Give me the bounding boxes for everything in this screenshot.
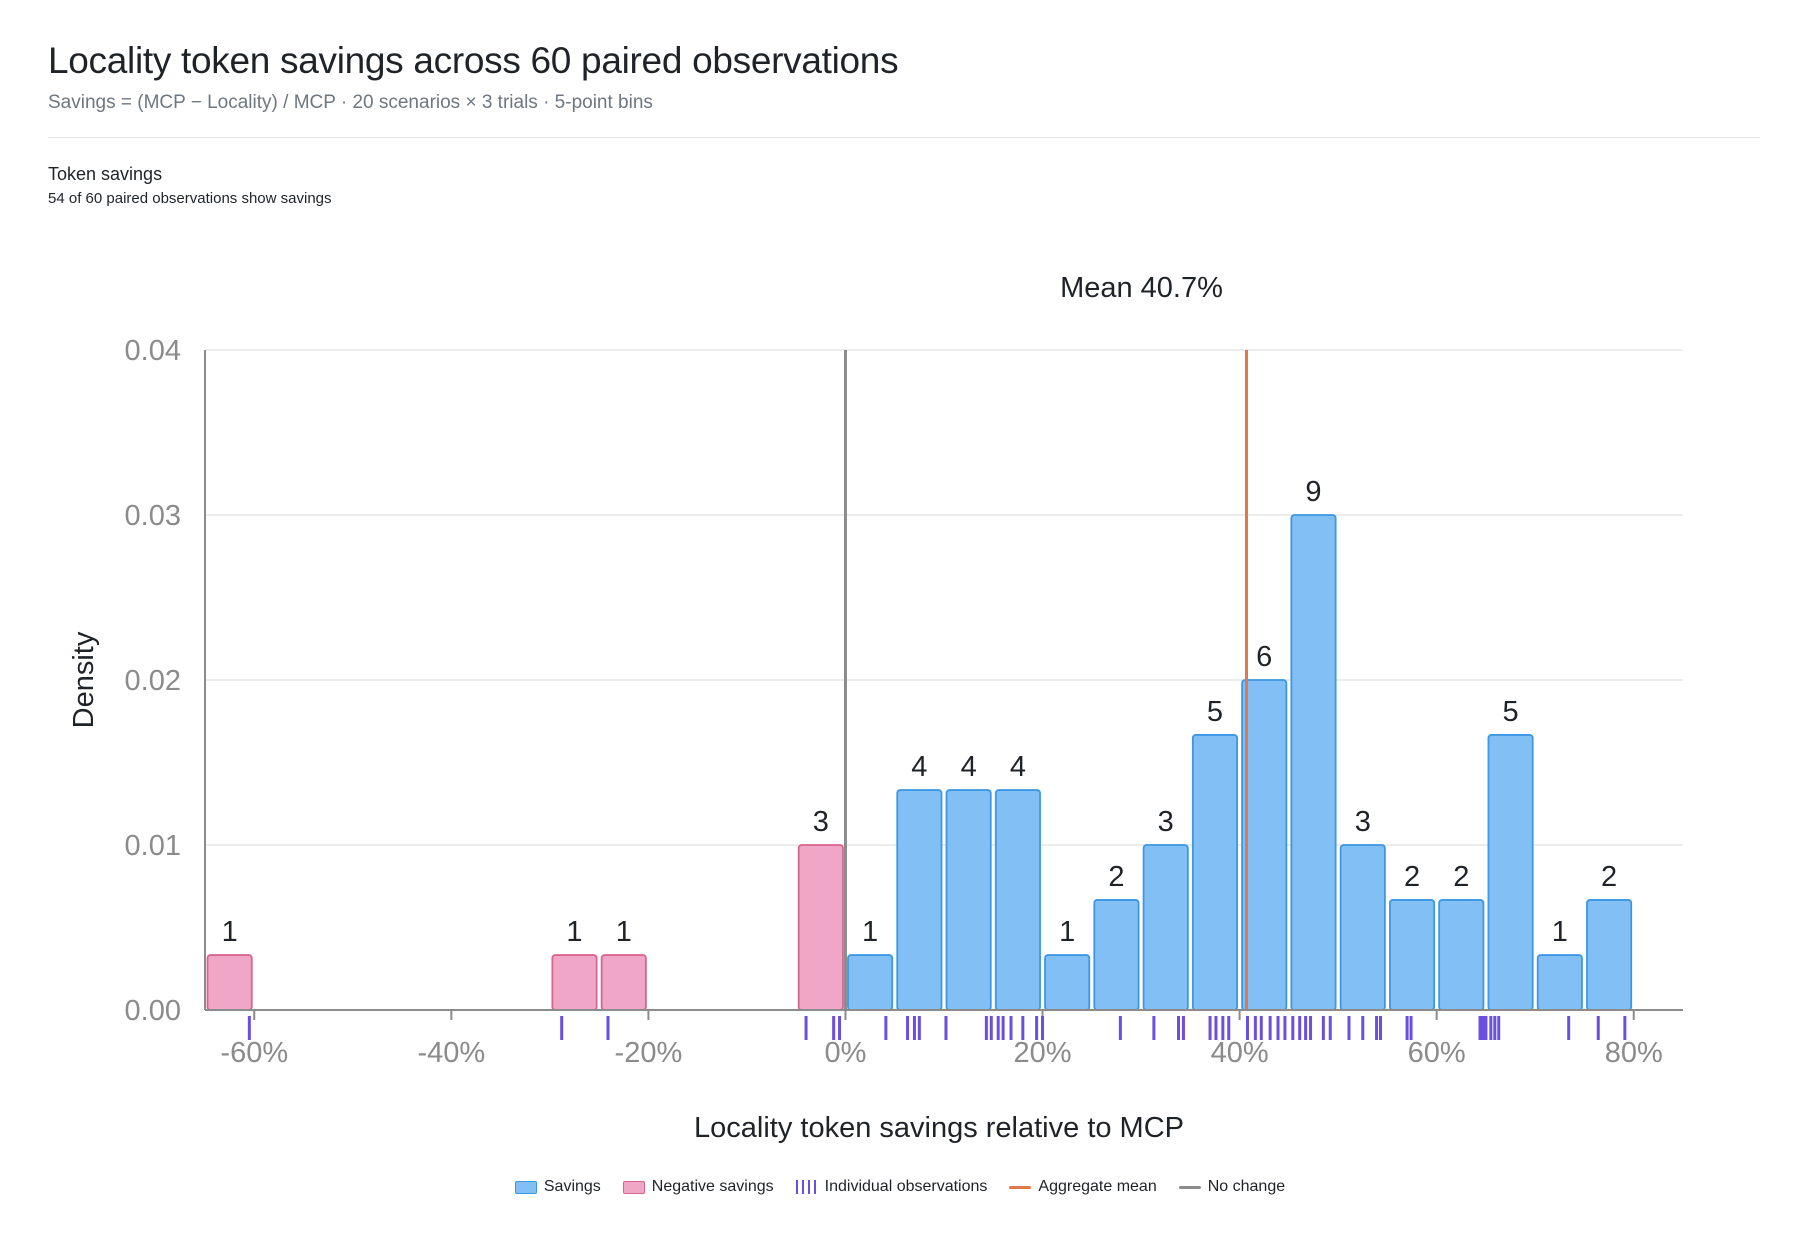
savings-bar: [1044, 954, 1091, 1011]
y-tick-label: 0.02: [125, 665, 181, 697]
legend-item-no-change[interactable]: No change: [1178, 1178, 1286, 1196]
chart-legend: Savings Negative savings Individual obse…: [0, 1178, 1800, 1196]
density-histogram-chart: 0.00 0.01 0.02 0.03 0.04 1 1 1 3 1 4 4 4 1 2 3 5 6 9 3 2 2 5 1 2…: [68, 272, 1683, 1144]
bar-count-label: 4: [911, 751, 927, 783]
savings-bar: [896, 789, 943, 1011]
savings-bar: [1586, 899, 1633, 1011]
x-tick-label: 80%: [1605, 1037, 1663, 1069]
y-tick-label: 0.04: [125, 335, 181, 367]
bar-count-label: 4: [961, 751, 977, 783]
savings-bar: [1536, 954, 1583, 1011]
negative-savings-bar: [600, 954, 647, 1011]
legend-item-mean[interactable]: Aggregate mean: [1009, 1178, 1157, 1196]
x-tick-label: 60%: [1408, 1037, 1466, 1069]
y-tick-label: 0.03: [125, 500, 181, 532]
bar-count-label: 2: [1601, 861, 1617, 893]
bar-count-label: 9: [1305, 476, 1321, 508]
bar-count-label: 3: [1355, 806, 1371, 838]
negative-savings-bar: [551, 954, 598, 1011]
legend-item-observations[interactable]: Individual observations: [795, 1178, 988, 1196]
bar-count-label: 5: [1502, 696, 1518, 728]
legend-label: Savings: [543, 1178, 601, 1195]
axis-layer: [204, 350, 1683, 1020]
legend-label: Aggregate mean: [1038, 1178, 1157, 1195]
negative-savings-bar: [206, 954, 253, 1011]
bar-layer: [206, 514, 1633, 1011]
bar-count-label: 2: [1453, 861, 1469, 893]
bar-count-label: 6: [1256, 641, 1272, 673]
grid-layer: [205, 349, 1683, 846]
header-divider: [48, 137, 1760, 138]
y-tick-label: 0.00: [125, 995, 181, 1027]
y-axis-title: Density: [68, 631, 100, 728]
savings-bar: [994, 789, 1041, 1011]
legend-label: No change: [1207, 1178, 1286, 1195]
bar-count-label: 5: [1207, 696, 1223, 728]
bar-count-label: 1: [566, 916, 582, 948]
legend-item-savings[interactable]: Savings: [514, 1178, 601, 1196]
legend-item-negative-savings[interactable]: Negative savings: [622, 1178, 774, 1196]
savings-bar: [1487, 734, 1534, 1011]
x-tick-label: 40%: [1211, 1037, 1269, 1069]
bar-count-label: 1: [1552, 916, 1568, 948]
savings-bar: [1339, 844, 1386, 1011]
rug-swatch-icon: [795, 1180, 818, 1194]
label-layer: 0.00 0.01 0.02 0.03 0.04 1 1 1 3 1 4 4 4 1 2 3 5 6 9 3 2 2 5 1 2…: [125, 335, 1663, 1069]
zero-line-swatch-icon: [1178, 1185, 1201, 1189]
reference-lines: [843, 350, 1248, 1010]
bar-count-label: 4: [1010, 751, 1026, 783]
legend-label: Negative savings: [651, 1178, 774, 1195]
savings-bar: [1191, 734, 1239, 1011]
x-axis-title: Locality token savings relative to MCP: [694, 1112, 1184, 1144]
savings-bar: [1389, 899, 1436, 1011]
bar-count-label: 1: [862, 916, 878, 948]
savings-bar: [1438, 899, 1485, 1011]
rug-layer: [247, 1016, 1627, 1040]
savings-bar: [1290, 514, 1337, 1011]
page-subtitle: Savings = (MCP − Locality) / MCP · 20 sc…: [48, 92, 653, 113]
savings-swatch-icon: [514, 1180, 537, 1194]
negative-savings-bar: [797, 844, 844, 1011]
x-tick-label: 0%: [825, 1037, 867, 1069]
x-tick-label: -40%: [417, 1037, 485, 1069]
bar-count-label: 3: [1158, 806, 1174, 838]
panel-subtitle: 54 of 60 paired observations show saving…: [48, 190, 332, 207]
bar-count-label: 1: [222, 916, 238, 948]
negative-savings-swatch-icon: [622, 1180, 645, 1194]
x-tick-label: -20%: [615, 1037, 683, 1069]
mean-line-swatch-icon: [1009, 1185, 1032, 1189]
savings-bar: [945, 789, 992, 1011]
bar-count-label: 3: [813, 806, 829, 838]
savings-bar: [1093, 899, 1140, 1011]
savings-bar: [847, 954, 894, 1011]
x-tick-label: 20%: [1014, 1037, 1072, 1069]
savings-bar: [1142, 844, 1189, 1011]
y-tick-label: 0.01: [125, 830, 181, 862]
legend-label: Individual observations: [824, 1178, 988, 1195]
bar-count-label: 1: [1059, 916, 1075, 948]
savings-bar: [1241, 679, 1288, 1011]
panel-title: Token savings: [48, 164, 163, 184]
page-title: Locality token savings across 60 paired …: [48, 40, 899, 81]
mean-annotation: Mean 40.7%: [1060, 272, 1223, 304]
bar-count-label: 2: [1108, 861, 1124, 893]
x-tick-label: -60%: [220, 1037, 288, 1069]
bar-count-label: 2: [1404, 861, 1420, 893]
bar-count-label: 1: [616, 916, 632, 948]
